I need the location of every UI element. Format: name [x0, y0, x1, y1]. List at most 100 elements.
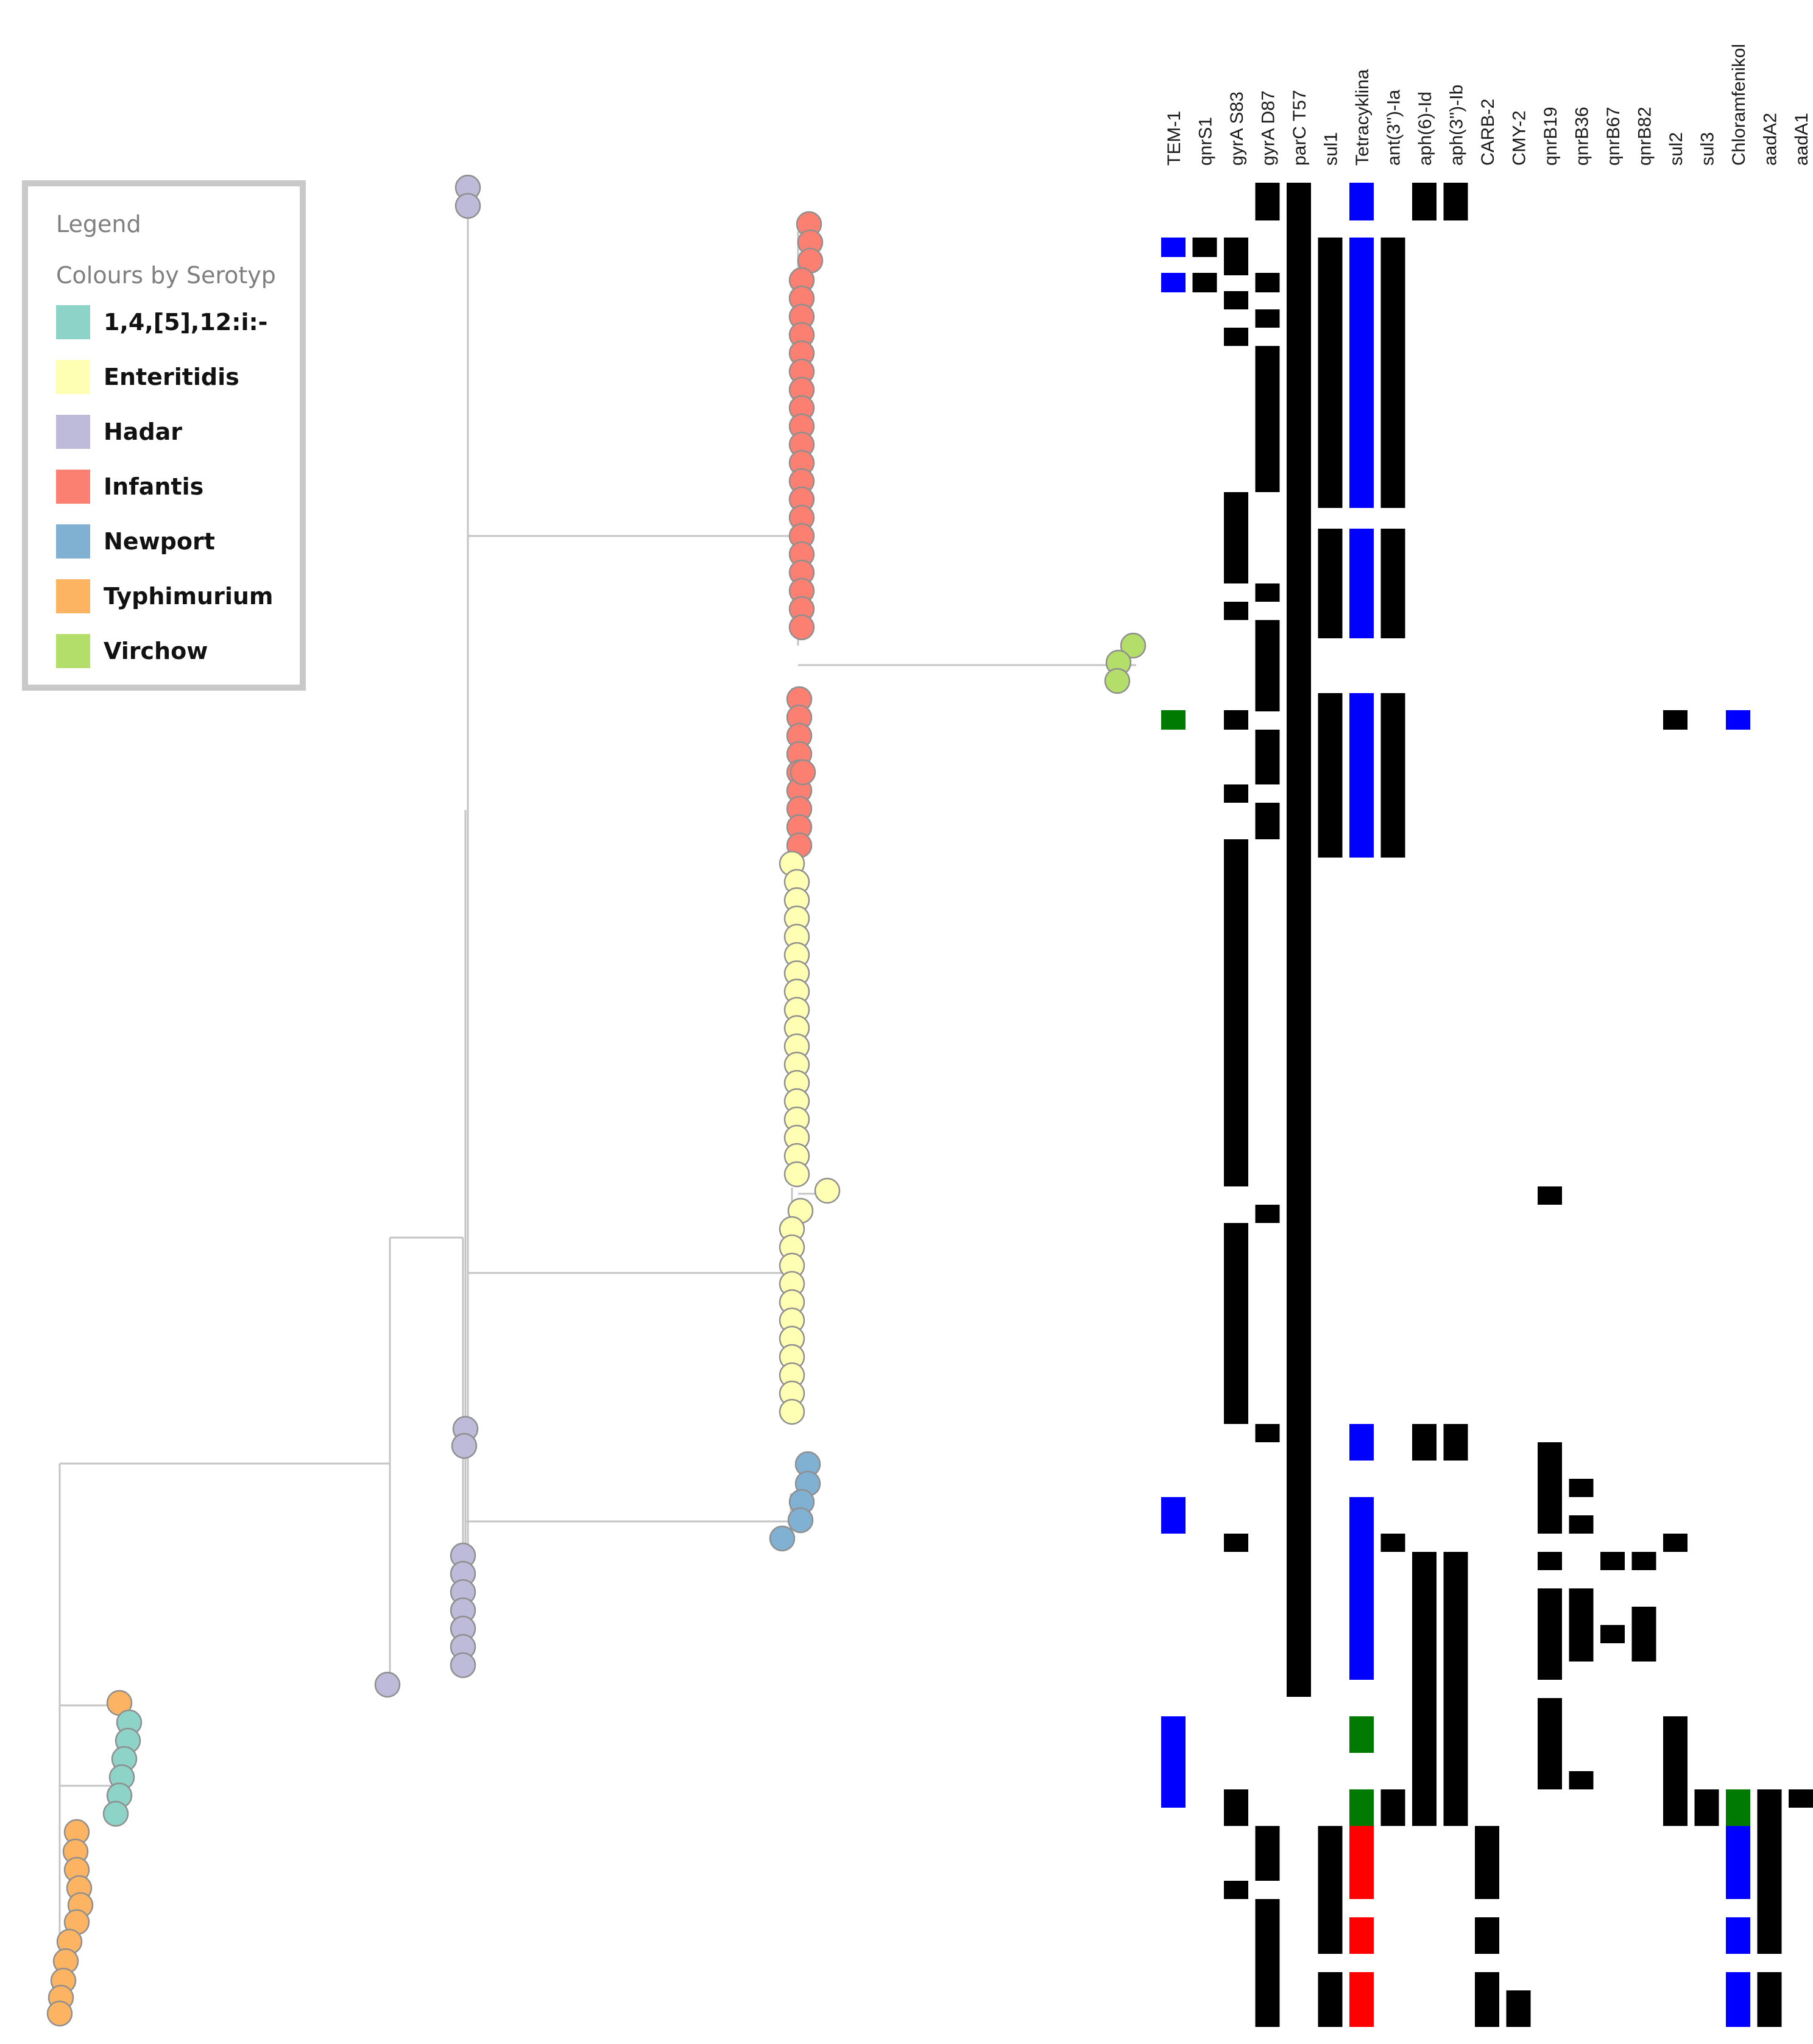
heatmap-cell-gyra-s83: [1224, 492, 1248, 583]
heatmap-cell-tem-1: [1161, 238, 1186, 257]
heatmap-cell-ant-3-ia: [1380, 529, 1405, 638]
heatmap-cell-gyra-s83: [1224, 784, 1248, 803]
heatmap-cell-parc-t57: [1287, 1424, 1311, 1697]
legend-swatch: [56, 634, 90, 668]
legend-label: Hadar: [104, 418, 183, 445]
column-header: sul2: [1666, 132, 1686, 166]
column-header: aadA1: [1792, 113, 1812, 166]
legend-item-enteritidis: Enteritidis: [56, 359, 239, 395]
tree-leaf-node: [450, 1652, 476, 1679]
heatmap-cell-sul1: [1318, 1826, 1343, 1954]
heatmap-cell-qnrb19: [1538, 1442, 1562, 1534]
heatmap-cell-qnrb36: [1569, 1479, 1594, 1497]
heatmap-cell-gyra-s83: [1224, 238, 1248, 275]
legend-swatch: [56, 360, 90, 394]
heatmap-cell-chloramfenikol: [1726, 1826, 1750, 1899]
heatmap-cell-qnrb36: [1569, 1515, 1594, 1534]
heatmap-cell-aada2: [1757, 1789, 1782, 1954]
column-header: gyrA S83: [1227, 91, 1247, 166]
heatmap-cell-chloramfenikol: [1726, 710, 1750, 730]
heatmap-cell-gyra-d87: [1255, 1205, 1280, 1223]
heatmap-cell-ant-3-ia: [1380, 1789, 1405, 1826]
tree-leaf-node: [454, 192, 481, 219]
heatmap-cell-sul2: [1663, 1534, 1688, 1552]
heatmap-cell-qnrb19: [1538, 1186, 1562, 1205]
heatmap-cell-sul1: [1318, 1972, 1343, 2027]
heatmap-cell-tem-1: [1161, 273, 1186, 292]
legend-item-virchow: Virchow: [56, 633, 208, 669]
heatmap-cell-ant-3-ia: [1380, 238, 1405, 508]
legend-swatch: [56, 524, 90, 559]
tree-leaf-node: [1104, 668, 1131, 694]
heatmap-cell-sul2: [1663, 1716, 1688, 1826]
heatmap-cell-tetracyklina: [1349, 1716, 1374, 1753]
column-header: CMY-2: [1510, 110, 1530, 166]
legend-label: Typhimurium: [104, 583, 274, 610]
legend-item-typhimurium: Typhimurium: [56, 579, 274, 614]
column-header: TEM-1: [1164, 111, 1184, 166]
heatmap-cell-qnrb19: [1538, 1698, 1562, 1789]
tree-leaf-node: [1120, 632, 1147, 659]
tree-leaf-node: [102, 1800, 129, 1827]
heatmap-cell-qnrb19: [1538, 1588, 1562, 1680]
column-header: aph(3'')-Ib: [1447, 85, 1467, 166]
heatmap-cell-sul1: [1318, 529, 1343, 638]
heatmap-cell-gyra-s83: [1224, 839, 1248, 1186]
heatmap-cell-qnrs1: [1192, 273, 1217, 292]
column-header: sul1: [1321, 132, 1341, 166]
tree-leaf-node: [46, 2000, 73, 2027]
heatmap-cell-aada1: [1789, 1789, 1813, 1808]
heatmap-cell-gyra-s83: [1224, 291, 1248, 309]
column-header: aph(6)-Id: [1415, 91, 1435, 166]
heatmap-cell-tetracyklina: [1349, 183, 1374, 220]
column-header: qnrB36: [1572, 107, 1592, 166]
tree-leaf-node: [769, 1525, 796, 1552]
column-header: qnrB67: [1603, 107, 1624, 166]
heatmap-cell-aph-6-id: [1412, 1424, 1437, 1461]
heatmap-cell-qnrb67: [1600, 1625, 1625, 1643]
heatmap-cell-sul1: [1318, 238, 1343, 508]
heatmap-cell-qnrb82: [1631, 1552, 1656, 1570]
heatmap-cell-tetracyklina: [1349, 693, 1374, 858]
phylogenetic-tree: [46, 174, 1147, 2027]
heatmap-cell-qnrb82: [1631, 1607, 1656, 1662]
legend-title: Legend: [56, 211, 141, 238]
heatmap-cell-qnrb67: [1600, 1552, 1625, 1570]
heatmap-cell-aph-6-id: [1412, 183, 1437, 220]
legend-item-infantis: Infantis: [56, 469, 203, 504]
heatmap-cell-gyra-d87: [1255, 803, 1280, 839]
tree-leaf-node: [779, 1398, 805, 1425]
heatmap-cell-gyra-d87: [1255, 1899, 1280, 2027]
column-header: qnrS1: [1196, 117, 1216, 166]
legend-swatch: [56, 305, 90, 339]
heatmap-cell-parc-t57: [1287, 693, 1311, 858]
heatmap-cell-gyra-d87: [1255, 1826, 1280, 1881]
column-header: sul3: [1698, 132, 1718, 166]
heatmap-cell-carb-2: [1475, 1972, 1499, 2027]
heatmap-cell-tem-1: [1161, 710, 1186, 730]
heatmap-cell-tetracyklina: [1349, 1424, 1374, 1461]
heatmap-cell-gyra-d87: [1255, 620, 1280, 711]
legend-subtitle: Colours by Serotyp: [56, 262, 276, 289]
column-header: CARB-2: [1478, 99, 1498, 166]
heatmap-cell-chloramfenikol: [1726, 1789, 1750, 1826]
heatmap-cell-tetracyklina: [1349, 238, 1374, 508]
heatmap-cell-tetracyklina: [1349, 1826, 1374, 1899]
legend-swatch: [56, 470, 90, 504]
heatmap-cell-carb-2: [1475, 1826, 1499, 1899]
heatmap-cell-gyra-s83: [1224, 710, 1248, 730]
column-header: Chloramfenikol: [1729, 44, 1749, 166]
tree-leaf-node: [787, 1507, 814, 1534]
heatmap-cell-sul2: [1663, 710, 1688, 730]
heatmap-cell-gyra-s83: [1224, 1789, 1248, 1826]
heatmap-cell-ant-3-ia: [1380, 1534, 1405, 1552]
heatmap-cell-chloramfenikol: [1726, 1972, 1750, 2027]
heatmap-cell-gyra-s83: [1224, 1534, 1248, 1552]
heatmap-cell-gyra-d87: [1255, 583, 1280, 602]
tree-leaf-node: [788, 614, 815, 641]
heatmap-cell-tetracyklina: [1349, 1497, 1374, 1680]
heatmap-cell-gyra-d87: [1255, 183, 1280, 220]
legend-panel: Legend Colours by Serotyp 1,4,[5],12:i:-…: [22, 180, 306, 691]
heatmap-cell-ant-3-ia: [1380, 693, 1405, 858]
